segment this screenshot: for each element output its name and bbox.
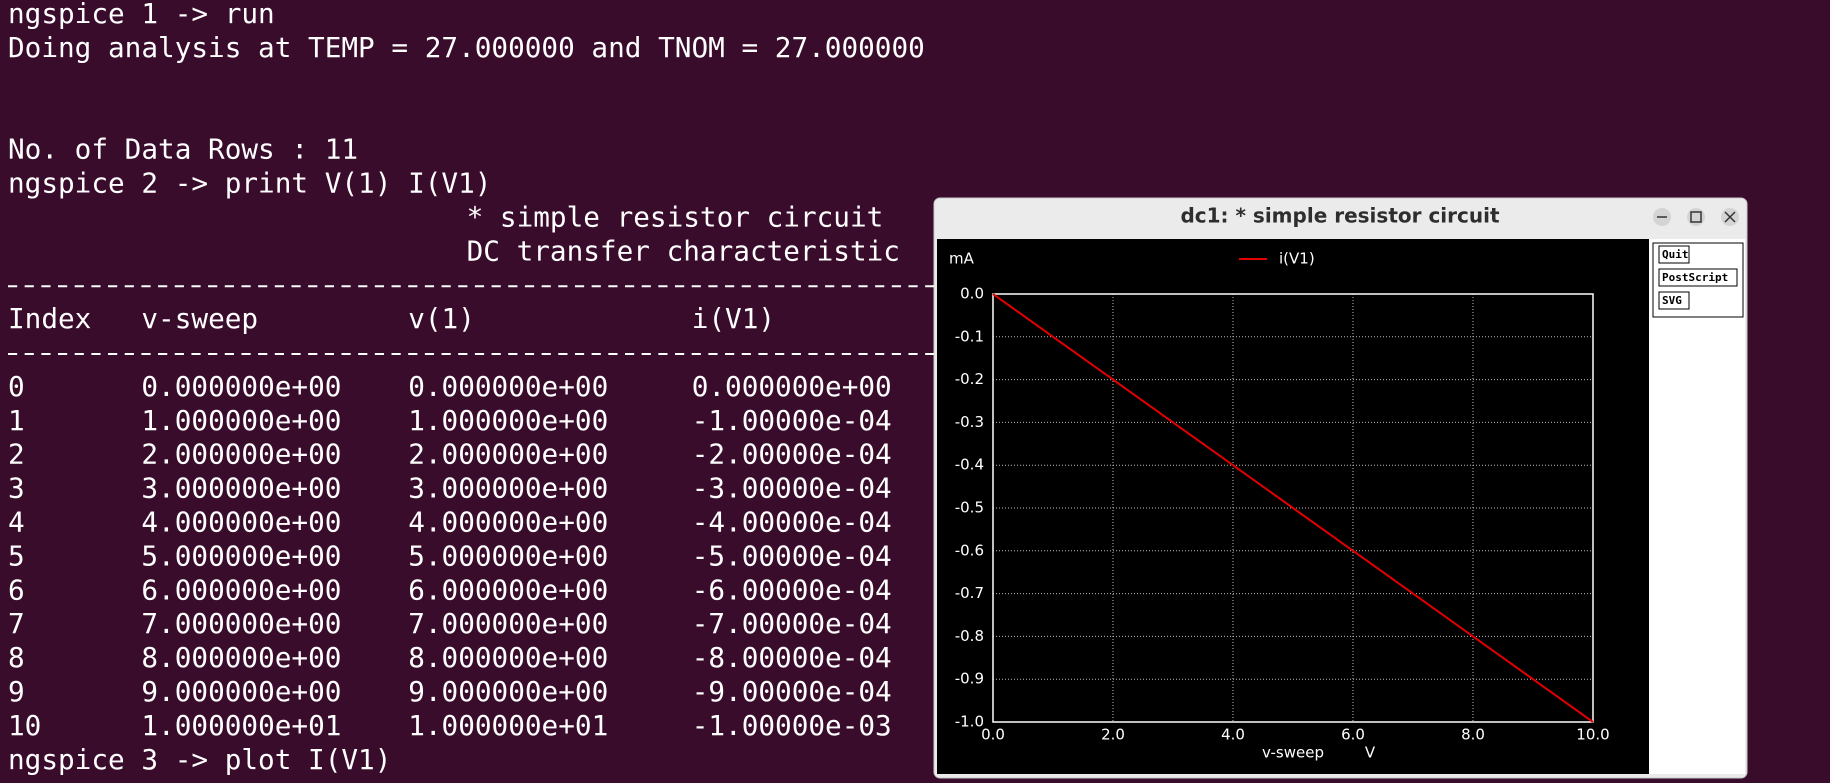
table-cell: 9.000000e+00 bbox=[141, 675, 341, 708]
button[interactable] bbox=[1658, 291, 1690, 310]
button[interactable] bbox=[1658, 268, 1738, 287]
window-control-icons bbox=[1657, 211, 1736, 223]
table-cell: 7 bbox=[8, 607, 25, 640]
maximize-button[interactable] bbox=[1687, 208, 1705, 226]
table-cell: 2 bbox=[8, 438, 25, 471]
table-cell: 7.000000e+00 bbox=[408, 607, 608, 640]
plot-frame bbox=[992, 293, 1594, 723]
button-label[interactable]: PostScript bbox=[1662, 271, 1728, 284]
terminal-line: ngspice 2 -> print V(1) I(V1) bbox=[8, 167, 491, 200]
x-unit: V bbox=[1365, 744, 1376, 762]
y-tick-label: -0.9 bbox=[955, 670, 984, 688]
table-cell: 8 bbox=[8, 641, 25, 674]
table-cell: -7.00000e-04 bbox=[692, 607, 892, 640]
window-title: dc1: * simple resistor circuit bbox=[1180, 204, 1500, 228]
y-tick-label: -0.1 bbox=[955, 327, 984, 345]
table-cell: -5.00000e-04 bbox=[692, 539, 892, 572]
terminal-line: ngspice 3 -> plot I(V1) bbox=[8, 743, 391, 776]
table-cell: -8.00000e-04 bbox=[692, 641, 892, 674]
column-header: v-sweep bbox=[141, 302, 258, 335]
table-cell: 0.000000e+00 bbox=[692, 370, 892, 403]
x-tick-label: 10.0 bbox=[1576, 726, 1609, 744]
table-cell: 8.000000e+00 bbox=[141, 641, 341, 674]
y-tick-label: -0.4 bbox=[955, 456, 984, 474]
x-tick-label: 2.0 bbox=[1101, 726, 1125, 744]
y-tick-label: -0.2 bbox=[955, 370, 984, 388]
table-cell: 2.000000e+00 bbox=[141, 438, 341, 471]
terminal-line: No. of Data Rows : 11 bbox=[8, 133, 358, 166]
table-cell: 7.000000e+00 bbox=[141, 607, 341, 640]
y-unit: mA bbox=[949, 250, 975, 268]
table-cell: 8.000000e+00 bbox=[408, 641, 608, 674]
table-cell: -9.00000e-04 bbox=[692, 675, 892, 708]
table-cell: 6.000000e+00 bbox=[408, 573, 608, 606]
table-cell: 3.000000e+00 bbox=[408, 472, 608, 505]
series-line bbox=[992, 293, 1594, 723]
button-label[interactable]: SVG bbox=[1662, 294, 1682, 307]
table-cell: 1.000000e+01 bbox=[141, 709, 341, 742]
plot-canvas bbox=[937, 239, 1649, 774]
y-tick-label: -0.3 bbox=[955, 413, 984, 431]
button[interactable] bbox=[1658, 245, 1690, 264]
terminal-line: Doing analysis at TEMP = 27.000000 and T… bbox=[8, 31, 925, 64]
table-cell: 5 bbox=[8, 539, 25, 572]
print-title: * simple resistor circuit bbox=[467, 200, 884, 233]
column-header: v(1) bbox=[408, 302, 475, 335]
table-cell: 5.000000e+00 bbox=[141, 539, 341, 572]
table-cell: 9 bbox=[8, 675, 25, 708]
table-cell: -4.00000e-04 bbox=[692, 506, 892, 539]
legend-label: i(V1) bbox=[1279, 250, 1315, 268]
y-tick-label: -0.8 bbox=[955, 627, 984, 645]
table-cell: 1 bbox=[8, 404, 25, 437]
table-cell: 2.000000e+00 bbox=[408, 438, 608, 471]
x-tick-label: 4.0 bbox=[1221, 726, 1245, 744]
y-tick-label: -1.0 bbox=[955, 713, 984, 731]
y-tick-label: -0.7 bbox=[955, 584, 984, 602]
button-panel bbox=[1649, 239, 1745, 774]
table-cell: 1.000000e+01 bbox=[408, 709, 608, 742]
table-cell: 3.000000e+00 bbox=[141, 472, 341, 505]
column-header: Index bbox=[8, 302, 91, 335]
table-cell: 1.000000e+00 bbox=[408, 404, 608, 437]
table-cell: -6.00000e-04 bbox=[692, 573, 892, 606]
print-subtitle: DC transfer characteristic bbox=[467, 234, 900, 267]
table-cell: 6.000000e+00 bbox=[141, 573, 341, 606]
table-cell: 0.000000e+00 bbox=[408, 370, 608, 403]
table-cell: 5.000000e+00 bbox=[408, 539, 608, 572]
table-cell: 10 bbox=[8, 709, 41, 742]
table-cell: 3 bbox=[8, 472, 25, 505]
terminal-line: ngspice 1 -> run bbox=[8, 0, 275, 30]
button-label[interactable]: Quit bbox=[1662, 248, 1689, 261]
table-cell: -2.00000e-04 bbox=[692, 438, 892, 471]
y-tick-label: -0.5 bbox=[955, 499, 984, 517]
table-cell: 4 bbox=[8, 506, 25, 539]
y-tick-label: 0.0 bbox=[960, 285, 984, 303]
table-cell: -1.00000e-03 bbox=[692, 709, 892, 742]
table-cell: 0.000000e+00 bbox=[141, 370, 341, 403]
x-label: v-sweep bbox=[1262, 744, 1324, 762]
table-cell: 4.000000e+00 bbox=[141, 506, 341, 539]
table-cell: -3.00000e-04 bbox=[692, 472, 892, 505]
column-header: i(V1) bbox=[692, 302, 775, 335]
y-tick-label: -0.6 bbox=[955, 541, 984, 559]
table-cell: 4.000000e+00 bbox=[408, 506, 608, 539]
table-cell: 6 bbox=[8, 573, 25, 606]
table-cell: 1.000000e+00 bbox=[141, 404, 341, 437]
table-cell: 0 bbox=[8, 370, 25, 403]
x-tick-label: 6.0 bbox=[1341, 726, 1365, 744]
x-tick-label: 0.0 bbox=[981, 726, 1005, 744]
table-cell: 9.000000e+00 bbox=[408, 675, 608, 708]
x-tick-label: 8.0 bbox=[1461, 726, 1485, 744]
table-cell: -1.00000e-04 bbox=[692, 404, 892, 437]
